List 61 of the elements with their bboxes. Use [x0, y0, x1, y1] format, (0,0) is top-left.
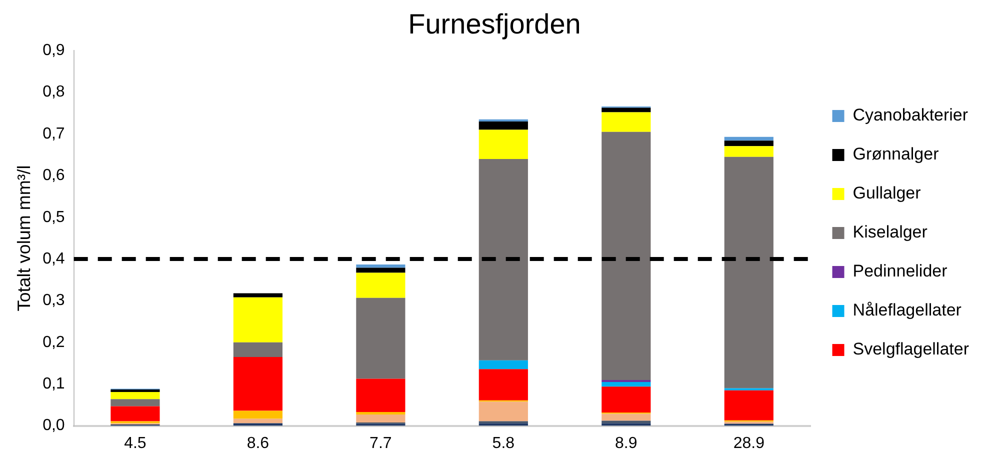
bar	[478, 121, 528, 130]
bar	[233, 342, 282, 358]
x-tick-label: 7.7	[370, 434, 392, 452]
chart-title: Furnesfjorden	[408, 8, 581, 40]
legend-label: Gullalger	[852, 184, 922, 203]
bar	[724, 390, 774, 420]
x-tick-label: 5.8	[492, 434, 515, 452]
bar	[602, 380, 651, 382]
bar	[233, 410, 282, 419]
bar	[478, 158, 528, 360]
bar	[602, 420, 651, 424]
bar	[478, 360, 528, 370]
bar	[478, 402, 528, 422]
bar	[233, 293, 282, 298]
y-tick-label: 0,8	[42, 84, 65, 101]
bar	[233, 357, 282, 411]
y-tick-label: 0,3	[42, 292, 65, 310]
y-tick-label: 0,2	[42, 334, 65, 351]
x-tick-label: 8.6	[246, 434, 270, 452]
y-tick-label: 0,4	[42, 250, 65, 268]
bar	[602, 132, 651, 380]
bar	[110, 406, 160, 422]
bar	[724, 136, 774, 141]
legend-label: Pedinnelider	[852, 262, 948, 281]
legend-label: Nåleflagellater	[852, 300, 962, 320]
bar	[356, 298, 406, 379]
x-tick-label: 8.9	[615, 434, 638, 452]
bar	[602, 386, 651, 412]
bar	[478, 130, 528, 159]
legend-label: Grønnalger	[852, 144, 940, 164]
legend-label: Cyanobakterier	[852, 106, 968, 125]
bar	[110, 399, 160, 406]
legend-label: Kiselalger	[852, 222, 928, 242]
bar	[602, 382, 651, 387]
bar	[724, 156, 774, 388]
y-tick-label: 0,5	[42, 208, 65, 226]
y-tick-label: 0,9	[42, 42, 65, 60]
bar	[602, 112, 651, 132]
bar	[356, 414, 406, 422]
bar	[724, 140, 774, 146]
bar	[356, 412, 406, 415]
bar	[356, 264, 406, 268]
y-tick-label: 0,0	[42, 417, 65, 434]
legend-label: Svelgflagellater	[852, 340, 970, 359]
bar	[356, 378, 406, 412]
bar	[602, 414, 651, 421]
bar	[478, 369, 528, 400]
y-axis-title: Totalt volum mm³/l	[14, 165, 34, 312]
bar	[356, 272, 406, 298]
x-tick-label: 28.9	[733, 434, 765, 452]
bar	[356, 268, 406, 273]
bar	[602, 108, 651, 112]
bar	[233, 418, 282, 424]
bar	[233, 297, 282, 342]
y-tick-label: 0,6	[42, 167, 65, 184]
y-tick-label: 0,1	[42, 376, 65, 393]
y-tick-label: 0,7	[42, 125, 65, 142]
x-tick-label: 4.5	[124, 434, 146, 452]
bar	[110, 392, 160, 400]
bar	[724, 146, 774, 157]
bar	[110, 390, 160, 392]
